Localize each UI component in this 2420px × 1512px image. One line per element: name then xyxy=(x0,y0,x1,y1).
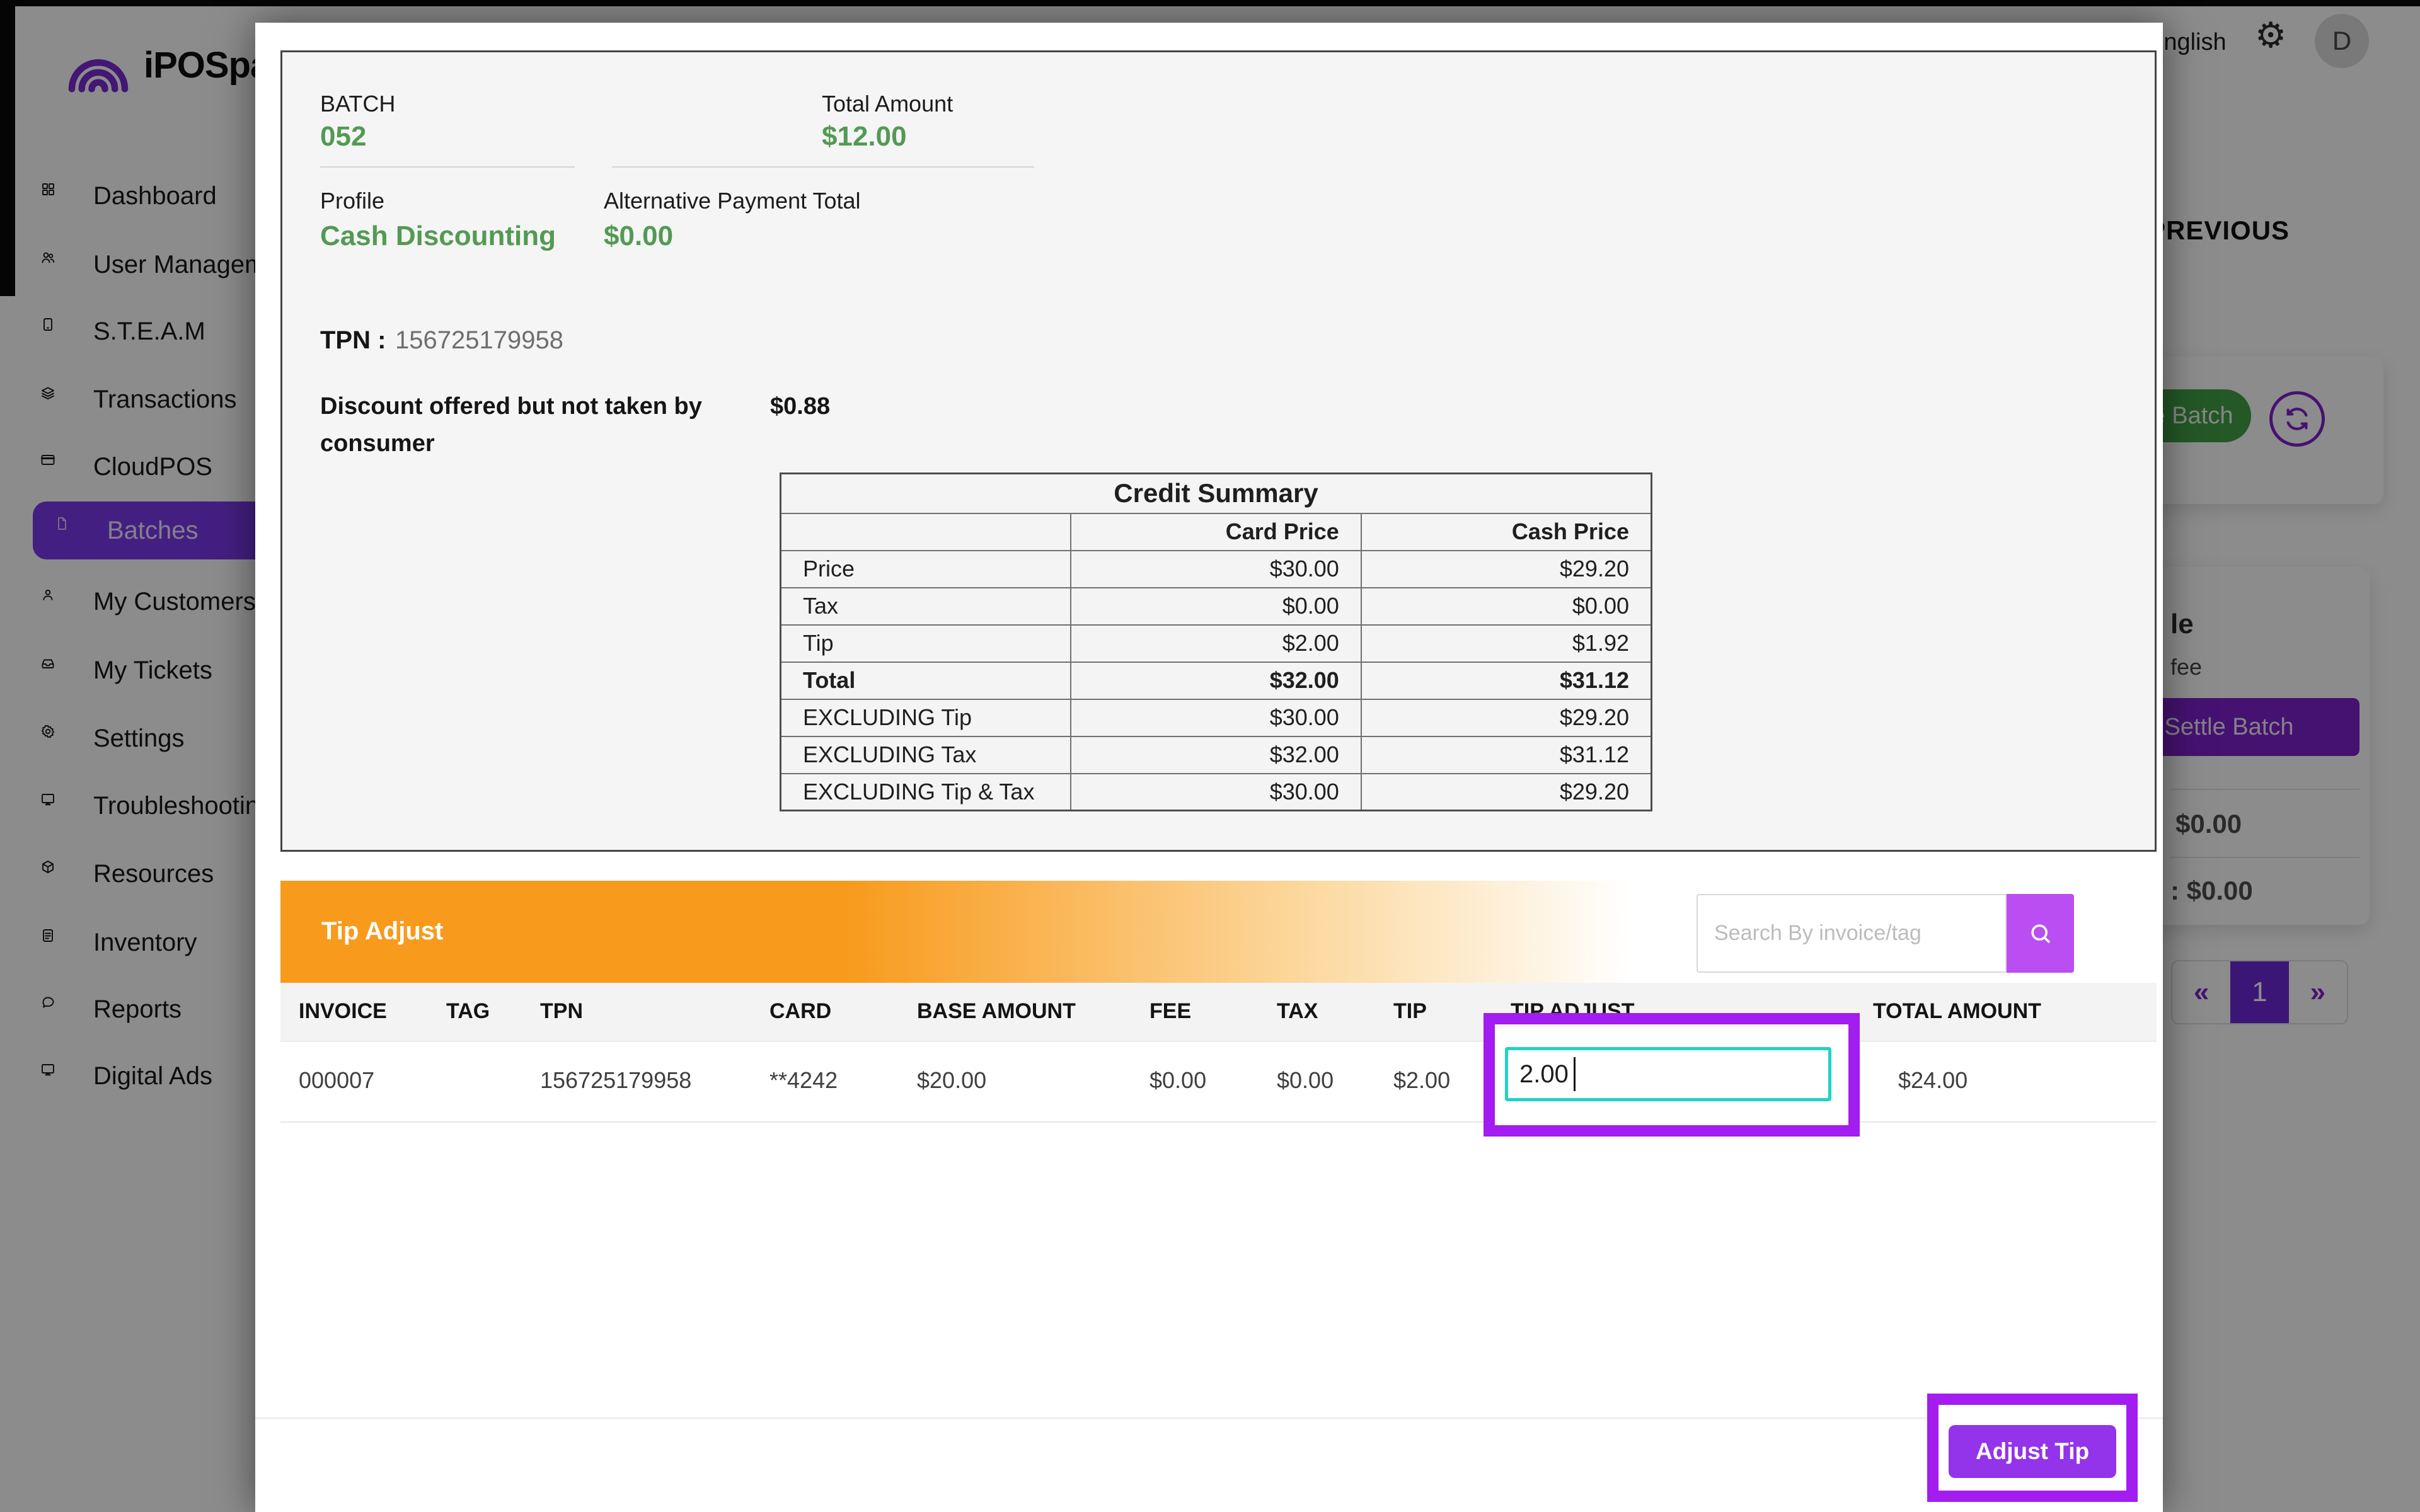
cell-card: **4242 xyxy=(769,1067,838,1093)
cell-tip: $2.00 xyxy=(1393,1067,1451,1093)
sidebar-item-my-tickets[interactable]: My Tickets xyxy=(0,650,271,691)
sidebar-item-cloudpos[interactable]: CloudPOS xyxy=(0,446,271,488)
alt-payment-value: $0.00 xyxy=(604,220,674,251)
sync-icon[interactable] xyxy=(2269,391,2325,447)
total-amount-label: Total Amount xyxy=(822,91,954,117)
col-invoice: INVOICE xyxy=(299,999,387,1023)
col-tip: TIP xyxy=(1393,999,1427,1023)
table-row: EXCLUDING Tip $30.00 $29.20 xyxy=(780,698,1652,737)
col-card-price: Card Price xyxy=(1070,512,1362,551)
col-base-amount: BASE AMOUNT xyxy=(917,999,1076,1023)
search-icon xyxy=(2031,924,2050,943)
text-cursor xyxy=(1574,1057,1576,1091)
table-row: EXCLUDING Tax $32.00 $31.12 xyxy=(780,735,1652,774)
window-left-strip xyxy=(0,0,15,296)
profile-value: Cash Discounting xyxy=(320,220,556,251)
discount-value: $0.88 xyxy=(770,393,831,420)
divider xyxy=(2170,789,2360,790)
settings-gear-icon[interactable]: ⚙ xyxy=(2255,15,2287,55)
tpn-value: 156725179958 xyxy=(395,326,563,354)
batch-number: 052 xyxy=(320,121,367,152)
avatar[interactable]: D xyxy=(2315,14,2369,68)
sidebar-item-steam[interactable]: S.T.E.A.M xyxy=(0,311,271,352)
chat-icon xyxy=(42,997,54,1008)
col-cash-price: Cash Price xyxy=(1360,512,1652,551)
col-tpn: TPN xyxy=(540,999,583,1023)
table-row: Price $30.00 $29.20 xyxy=(780,549,1652,588)
tip-adjust-title: Tip Adjust xyxy=(321,917,444,945)
inbox-icon xyxy=(42,659,54,668)
table-row: Tax $0.00 $0.00 xyxy=(780,587,1652,626)
sidebar-item-troubleshooting[interactable]: Troubleshooting xyxy=(0,785,273,827)
profile-label: Profile xyxy=(320,188,385,214)
sidebar-item-resources[interactable]: Resources xyxy=(0,853,271,895)
sidebar-item-my-customers[interactable]: My Customers xyxy=(0,581,271,622)
tip-table-header-row: INVOICE TAG TPN CARD BASE AMOUNT FEE TAX… xyxy=(280,983,2157,1041)
credit-card-icon xyxy=(41,455,55,465)
divider xyxy=(2170,857,2360,858)
modal-footer-divider xyxy=(255,1418,2163,1419)
cell-base-amount: $20.00 xyxy=(917,1067,987,1093)
cell-fee: $0.00 xyxy=(1150,1067,1207,1093)
table-row: EXCLUDING Tip & Tax $30.00 $29.20 xyxy=(780,772,1652,811)
cell-tax: $0.00 xyxy=(1277,1067,1334,1093)
credit-summary-table: Credit Summary Card Price Cash Price Pri… xyxy=(780,472,1652,811)
pagination-next[interactable]: » xyxy=(2310,976,2326,1007)
package-icon xyxy=(42,861,54,873)
pagination-prev[interactable]: « xyxy=(2193,976,2210,1007)
background-amount-2: : $0.00 xyxy=(2170,876,2253,905)
tpn-label: TPN : xyxy=(320,326,386,354)
search-button[interactable] xyxy=(2007,894,2074,973)
sidebar-item-reports[interactable]: Reports xyxy=(0,988,271,1030)
tip-adjust-input[interactable] xyxy=(1505,1047,1831,1101)
cell-total-amount: $24.00 xyxy=(1898,1067,1968,1093)
batch-summary-panel xyxy=(280,50,2157,852)
tip-table-row: 000007 156725179958 **4242 $20.00 $0.00 … xyxy=(280,1041,2157,1123)
adjust-tip-button[interactable]: Adjust Tip xyxy=(1949,1425,2116,1478)
brand-logo-icon xyxy=(63,42,134,98)
col-total-amount: TOTAL AMOUNT xyxy=(1873,999,2041,1023)
divider xyxy=(320,166,575,168)
table-row: Tip $2.00 $1.92 xyxy=(780,624,1652,663)
document-icon xyxy=(43,929,53,942)
divider xyxy=(612,166,1034,168)
sidebar-item-settings[interactable]: Settings xyxy=(0,718,271,759)
layers-icon xyxy=(42,387,54,399)
tablet-icon xyxy=(43,318,52,331)
sidebar-item-batches[interactable]: Batches xyxy=(33,501,271,559)
col-card: CARD xyxy=(769,999,832,1023)
col-tag: TAG xyxy=(446,999,490,1023)
window-top-strip xyxy=(0,0,2420,6)
user-icon xyxy=(43,590,53,600)
grid-icon xyxy=(42,183,54,195)
total-amount-value: $12.00 xyxy=(822,121,907,152)
cast-icon xyxy=(42,794,54,806)
cast-icon xyxy=(42,1064,54,1076)
cell-tpn: 156725179958 xyxy=(540,1067,692,1093)
batch-label: BATCH xyxy=(320,91,396,117)
sidebar-item-dashboard[interactable]: Dashboard xyxy=(0,175,271,217)
users-icon xyxy=(42,252,55,263)
table-row: Total $32.00 $31.12 xyxy=(780,661,1652,700)
col-fee: FEE xyxy=(1150,999,1192,1023)
alt-payment-label: Alternative Payment Total xyxy=(604,188,861,214)
background-card-title: le xyxy=(2170,609,2194,639)
background-amount-1: $0.00 xyxy=(2175,809,2242,839)
sidebar-item-inventory[interactable]: Inventory xyxy=(0,922,271,963)
sidebar-item-transactions[interactable]: Transactions xyxy=(0,379,271,420)
search-input[interactable] xyxy=(1697,894,2007,973)
batch-details-modal: Settle Batch Summary Reports Tip Managem… xyxy=(255,23,2163,1512)
previous-heading: PREVIOUS xyxy=(2148,215,2290,245)
gear-icon xyxy=(41,724,55,738)
pagination-page-1[interactable]: 1 xyxy=(2230,961,2289,1023)
background-card-subtitle: fee xyxy=(2170,654,2203,680)
file-icon xyxy=(58,517,66,530)
cell-invoice: 000007 xyxy=(299,1067,375,1093)
col-tax: TAX xyxy=(1277,999,1318,1023)
discount-label: Discount offered but not taken by consum… xyxy=(320,393,702,457)
credit-summary-title: Credit Summary xyxy=(780,472,1652,514)
pagination: « 1 » xyxy=(2171,960,2348,1024)
sidebar-item-digital-ads[interactable]: Digital Ads xyxy=(0,1055,271,1097)
